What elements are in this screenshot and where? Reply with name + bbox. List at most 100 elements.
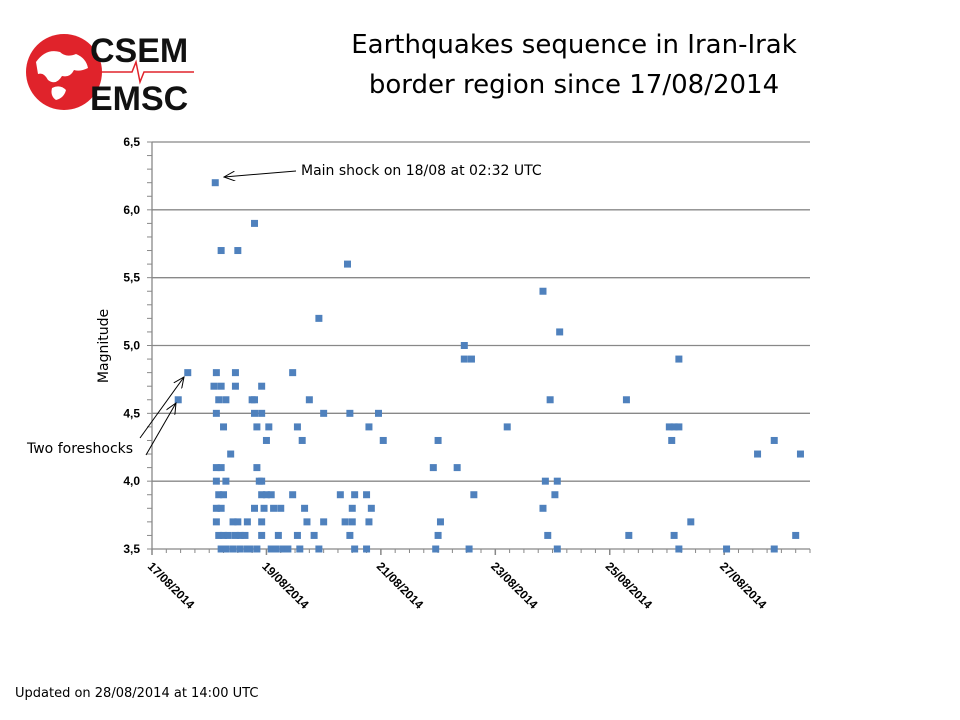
data-point: [258, 491, 266, 499]
data-point: [348, 504, 356, 512]
data-point: [220, 423, 228, 431]
y-tick-label: 5,5: [123, 271, 140, 285]
data-point: [675, 355, 683, 363]
y-tick-label: 6,0: [123, 203, 140, 217]
data-point: [625, 531, 633, 539]
data-point: [222, 477, 230, 485]
data-point: [470, 491, 478, 499]
data-point: [296, 545, 304, 553]
data-point: [220, 531, 228, 539]
data-point: [553, 545, 561, 553]
data-point: [258, 518, 266, 526]
foreshock-arrow-2: [145, 403, 176, 456]
data-point: [792, 531, 800, 539]
data-point: [432, 545, 440, 553]
data-point: [217, 247, 225, 255]
data-point: [262, 436, 270, 444]
data-point: [222, 396, 230, 404]
data-point: [224, 531, 232, 539]
data-point: [315, 545, 323, 553]
data-point: [343, 260, 351, 268]
data-point: [305, 396, 313, 404]
data-point: [274, 531, 282, 539]
data-point: [229, 518, 237, 526]
logo-text-emsc: EMSC: [90, 80, 188, 118]
main-shock-arrow: [224, 170, 297, 177]
data-point: [217, 504, 225, 512]
data-point: [212, 409, 220, 417]
data-point: [229, 545, 237, 553]
data-point: [770, 436, 778, 444]
data-point: [212, 477, 220, 485]
data-point: [212, 518, 220, 526]
data-point: [215, 396, 223, 404]
y-tick-label: 5,0: [123, 339, 140, 353]
data-point: [267, 545, 275, 553]
data-point: [351, 545, 359, 553]
data-point: [754, 450, 762, 458]
data-point: [429, 464, 437, 472]
data-point: [544, 531, 552, 539]
data-point: [503, 423, 511, 431]
data-point: [363, 545, 371, 553]
data-point: [460, 342, 468, 349]
data-point: [293, 423, 301, 431]
y-tick-label: 4,5: [123, 406, 140, 420]
data-point: [217, 464, 225, 472]
data-point: [346, 531, 354, 539]
data-point: [670, 531, 678, 539]
data-point: [546, 396, 554, 404]
data-point: [231, 382, 239, 390]
csem-emsc-logo: CSEM EMSC: [22, 28, 202, 118]
foreshock-arrow-1: [139, 377, 184, 439]
data-point: [217, 382, 225, 390]
y-tick-label: 6,5: [123, 135, 140, 149]
data-point: [675, 423, 683, 431]
data-point: [289, 369, 297, 377]
data-point: [301, 504, 309, 512]
data-point: [277, 504, 285, 512]
data-point: [465, 545, 473, 553]
logo-text-csem: CSEM: [90, 32, 188, 70]
data-point: [336, 491, 344, 499]
data-point: [675, 545, 683, 553]
data-point: [374, 409, 382, 417]
data-point: [556, 328, 564, 336]
data-point: [267, 491, 275, 499]
data-point: [453, 464, 461, 472]
data-point: [270, 504, 278, 512]
data-point: [243, 518, 251, 526]
data-point: [258, 409, 266, 417]
data-point: [665, 423, 673, 431]
data-point: [212, 464, 220, 472]
data-point: [234, 518, 242, 526]
data-point: [687, 518, 695, 526]
data-point: [320, 409, 328, 417]
data-point: [241, 531, 249, 539]
x-tick-label: 23/08/2014: [488, 559, 541, 612]
data-point: [284, 545, 292, 553]
data-point: [251, 219, 259, 227]
data-point: [434, 531, 442, 539]
data-point: [253, 423, 261, 431]
data-point: [539, 287, 547, 295]
data-point: [220, 491, 228, 499]
data-point: [460, 355, 468, 363]
data-point: [298, 436, 306, 444]
data-point: [367, 504, 375, 512]
x-tick-label: 27/08/2014: [717, 559, 770, 612]
data-point: [231, 369, 239, 377]
data-point: [212, 504, 220, 512]
data-point: [315, 314, 323, 322]
data-point: [796, 450, 804, 458]
data-point: [210, 382, 218, 390]
data-point: [303, 518, 311, 526]
foreshocks-annotation: Two foreshocks: [26, 441, 133, 457]
data-point: [365, 518, 373, 526]
data-point: [215, 531, 223, 539]
data-point: [622, 396, 630, 404]
data-point: [553, 477, 561, 485]
y-axis-label: Magnitude: [96, 309, 112, 383]
data-point: [260, 504, 268, 512]
